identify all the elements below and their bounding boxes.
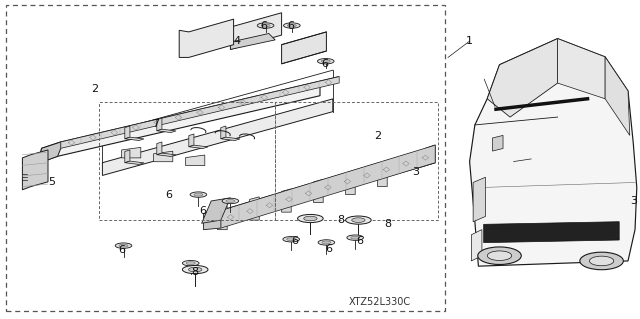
Polygon shape <box>38 77 339 163</box>
Text: 8: 8 <box>337 215 345 225</box>
Polygon shape <box>493 135 503 151</box>
Text: 2: 2 <box>374 130 381 141</box>
Text: 2: 2 <box>91 84 99 94</box>
Polygon shape <box>122 147 141 158</box>
Ellipse shape <box>283 237 300 242</box>
Ellipse shape <box>580 252 623 270</box>
Ellipse shape <box>346 216 371 224</box>
Ellipse shape <box>257 23 274 28</box>
Polygon shape <box>410 145 435 169</box>
Polygon shape <box>179 19 234 57</box>
Polygon shape <box>154 151 173 162</box>
Polygon shape <box>26 167 38 187</box>
Polygon shape <box>487 39 557 117</box>
Polygon shape <box>221 126 226 139</box>
Polygon shape <box>202 198 230 223</box>
Ellipse shape <box>347 235 364 240</box>
Ellipse shape <box>477 247 521 264</box>
Ellipse shape <box>304 216 317 221</box>
Ellipse shape <box>322 241 331 244</box>
Ellipse shape <box>317 59 334 64</box>
Ellipse shape <box>351 236 360 239</box>
Text: 3: 3 <box>630 196 637 206</box>
Ellipse shape <box>186 262 195 265</box>
Polygon shape <box>484 222 620 243</box>
Polygon shape <box>32 142 61 166</box>
Text: 6: 6 <box>291 236 298 246</box>
Ellipse shape <box>189 267 202 272</box>
Polygon shape <box>125 137 144 140</box>
Ellipse shape <box>287 24 296 27</box>
Ellipse shape <box>119 244 128 247</box>
Ellipse shape <box>287 238 296 241</box>
Ellipse shape <box>261 24 270 27</box>
Polygon shape <box>102 99 333 175</box>
Ellipse shape <box>487 251 512 261</box>
Ellipse shape <box>115 243 132 248</box>
Text: 4: 4 <box>233 36 241 47</box>
Ellipse shape <box>194 193 203 196</box>
Polygon shape <box>230 33 275 49</box>
Polygon shape <box>314 179 323 203</box>
Text: 6: 6 <box>260 20 267 31</box>
Polygon shape <box>157 153 176 156</box>
Ellipse shape <box>226 199 235 203</box>
Polygon shape <box>221 145 435 228</box>
Polygon shape <box>189 134 194 147</box>
Text: 6: 6 <box>288 20 294 31</box>
Polygon shape <box>61 77 339 148</box>
Text: 6: 6 <box>118 245 125 256</box>
Polygon shape <box>471 230 482 261</box>
Text: 8: 8 <box>191 267 199 277</box>
Text: 3: 3 <box>413 167 419 177</box>
Text: 6: 6 <box>322 59 328 69</box>
Polygon shape <box>189 145 208 148</box>
Polygon shape <box>470 39 637 266</box>
Polygon shape <box>157 142 162 155</box>
Polygon shape <box>125 150 130 163</box>
Text: 6: 6 <box>325 244 332 254</box>
Polygon shape <box>125 161 144 165</box>
Polygon shape <box>557 39 605 99</box>
Polygon shape <box>205 145 435 228</box>
Polygon shape <box>250 197 259 220</box>
Polygon shape <box>346 171 355 195</box>
Polygon shape <box>157 129 176 133</box>
Ellipse shape <box>352 218 365 222</box>
Ellipse shape <box>321 60 330 63</box>
Ellipse shape <box>182 261 199 266</box>
Ellipse shape <box>190 192 207 197</box>
Text: 1: 1 <box>466 36 472 47</box>
Text: XTZ52L330C: XTZ52L330C <box>348 297 411 307</box>
Ellipse shape <box>298 214 323 223</box>
Polygon shape <box>204 211 221 230</box>
Polygon shape <box>186 155 205 166</box>
Polygon shape <box>473 177 485 222</box>
Polygon shape <box>230 13 282 49</box>
Ellipse shape <box>318 240 335 245</box>
Text: 7: 7 <box>152 119 159 130</box>
Text: 6: 6 <box>165 189 172 200</box>
Polygon shape <box>125 126 130 139</box>
Polygon shape <box>157 118 162 131</box>
Ellipse shape <box>222 198 239 204</box>
Polygon shape <box>282 32 326 64</box>
Polygon shape <box>605 57 630 135</box>
Ellipse shape <box>284 23 300 28</box>
Ellipse shape <box>182 265 208 274</box>
Polygon shape <box>282 189 291 212</box>
Ellipse shape <box>589 256 614 266</box>
Polygon shape <box>22 150 48 190</box>
Text: 8: 8 <box>384 219 392 229</box>
Polygon shape <box>378 163 387 187</box>
Polygon shape <box>221 137 240 140</box>
Text: 5: 5 <box>48 177 54 187</box>
Polygon shape <box>218 206 227 230</box>
Text: 6: 6 <box>356 236 363 246</box>
Text: 6: 6 <box>200 205 206 216</box>
